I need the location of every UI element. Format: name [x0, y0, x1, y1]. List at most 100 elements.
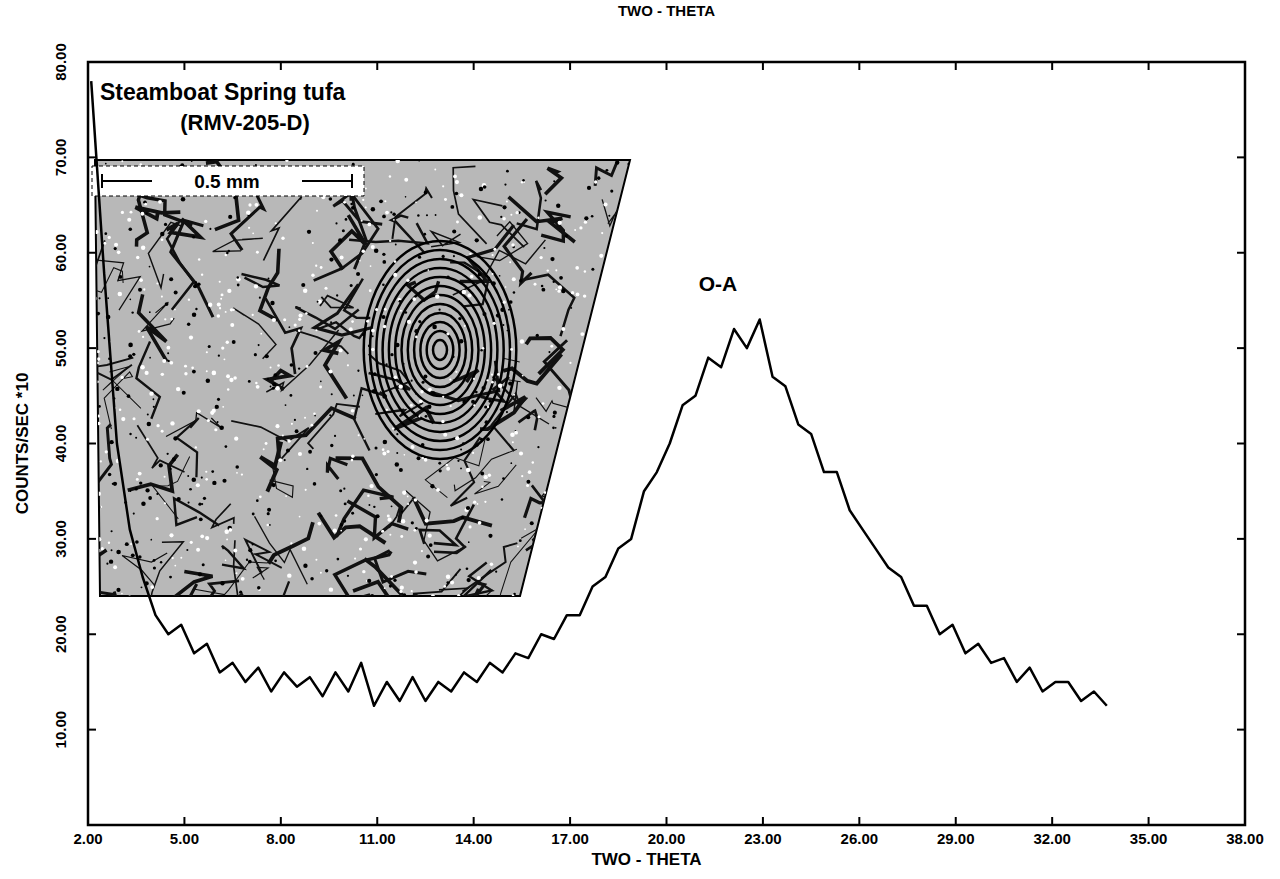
inset-dot	[442, 599, 444, 601]
inset-stroke	[517, 181, 541, 229]
inset-stroke	[406, 491, 466, 561]
inset-dot	[129, 433, 131, 435]
inset-dot	[135, 487, 138, 490]
inset-ring	[408, 304, 472, 396]
inset-dot	[319, 386, 322, 389]
inset-stroke	[187, 581, 239, 654]
x-tick-top	[1148, 62, 1150, 70]
inset-dot	[526, 580, 530, 584]
inset-dot	[186, 549, 188, 551]
x-tick-label: 23.00	[744, 830, 782, 847]
inset-dot	[513, 291, 516, 294]
inset-dot	[550, 345, 553, 348]
inset-dot	[615, 317, 617, 319]
inset-dot	[304, 417, 306, 419]
inset-dot	[570, 307, 572, 309]
inset-dot	[287, 439, 291, 443]
inset-stroke	[594, 446, 620, 475]
inset-stroke	[392, 188, 432, 239]
inset-dot	[208, 303, 212, 307]
inset-dot	[394, 260, 397, 263]
inset-dot	[221, 346, 224, 349]
inset-dot	[450, 405, 452, 407]
inset-dot	[138, 472, 142, 476]
inset-dot	[225, 311, 227, 313]
inset-dot	[237, 276, 239, 278]
inset-dot	[209, 228, 211, 230]
inset-dot	[149, 391, 153, 395]
x-tick-label: 2.00	[73, 830, 102, 847]
inset-dot	[248, 548, 252, 552]
y-tick-right	[1237, 538, 1245, 540]
inset-dot	[284, 459, 286, 461]
inset-stroke	[336, 490, 393, 537]
inset-dot	[480, 472, 484, 476]
inset-dot	[133, 417, 136, 420]
scale-bar	[351, 174, 353, 188]
inset-stroke	[541, 212, 570, 241]
inset-dot	[191, 367, 194, 370]
inset-dot	[351, 454, 355, 458]
inset-dot	[128, 595, 131, 598]
inset-dot	[393, 579, 396, 582]
inset-dot	[189, 488, 192, 491]
inset-dot	[441, 420, 444, 423]
inset-dot	[143, 288, 145, 290]
inset-dot	[362, 570, 365, 573]
inset-dot	[95, 230, 99, 234]
inset-dot	[522, 179, 525, 182]
inset-dot	[339, 489, 342, 492]
y-tick	[88, 156, 96, 158]
inset-ring	[433, 340, 447, 360]
inset-dot	[500, 308, 504, 312]
inset-dot	[471, 400, 475, 404]
inset-dot	[633, 267, 635, 269]
inset-dot	[329, 587, 333, 591]
x-tick-label: 26.00	[841, 830, 879, 847]
inset-dot	[495, 571, 497, 573]
inset-dot	[176, 387, 180, 391]
inset-dot	[345, 218, 348, 221]
inset-dot	[422, 381, 425, 384]
inset-dot	[135, 540, 139, 544]
inset-dot	[413, 529, 416, 532]
inset-dot	[121, 211, 124, 214]
inset-dot	[198, 572, 202, 576]
inset-dot	[541, 288, 545, 292]
inset-dot	[226, 374, 230, 378]
inset-dot	[384, 308, 387, 311]
inset-dot	[234, 437, 238, 441]
inset-dot	[121, 417, 125, 421]
inset-dot	[381, 530, 384, 533]
inset-dot	[601, 232, 603, 234]
inset-dot	[386, 409, 388, 411]
inset-dot	[389, 240, 391, 242]
inset-dot	[591, 268, 594, 271]
inset-dot	[220, 581, 224, 585]
inset-dot	[375, 308, 378, 311]
y-tick	[88, 538, 96, 540]
inset-dot	[439, 469, 442, 472]
inset-dot	[456, 220, 459, 223]
inset-dot	[252, 314, 254, 316]
y-tick	[88, 729, 96, 731]
inset-dot	[208, 345, 211, 348]
inset-dot	[375, 473, 378, 476]
inset-ring	[395, 286, 485, 414]
inset-dot	[624, 251, 628, 255]
inset-dot	[431, 391, 435, 395]
inset-dot	[579, 226, 582, 229]
inset-dot	[486, 437, 490, 441]
inset-dot	[267, 508, 271, 512]
inset-dot	[509, 261, 511, 263]
inset-dot	[393, 219, 395, 221]
inset-dot	[603, 425, 607, 429]
inset-ring	[427, 331, 454, 369]
inset-sample: (RMV-205-D)	[180, 110, 310, 135]
inset-dot	[254, 284, 258, 288]
inset-dot	[512, 277, 516, 281]
inset-dot	[588, 532, 590, 534]
inset-dot	[108, 236, 111, 239]
inset-dot	[226, 341, 229, 344]
inset-stroke	[324, 342, 346, 399]
